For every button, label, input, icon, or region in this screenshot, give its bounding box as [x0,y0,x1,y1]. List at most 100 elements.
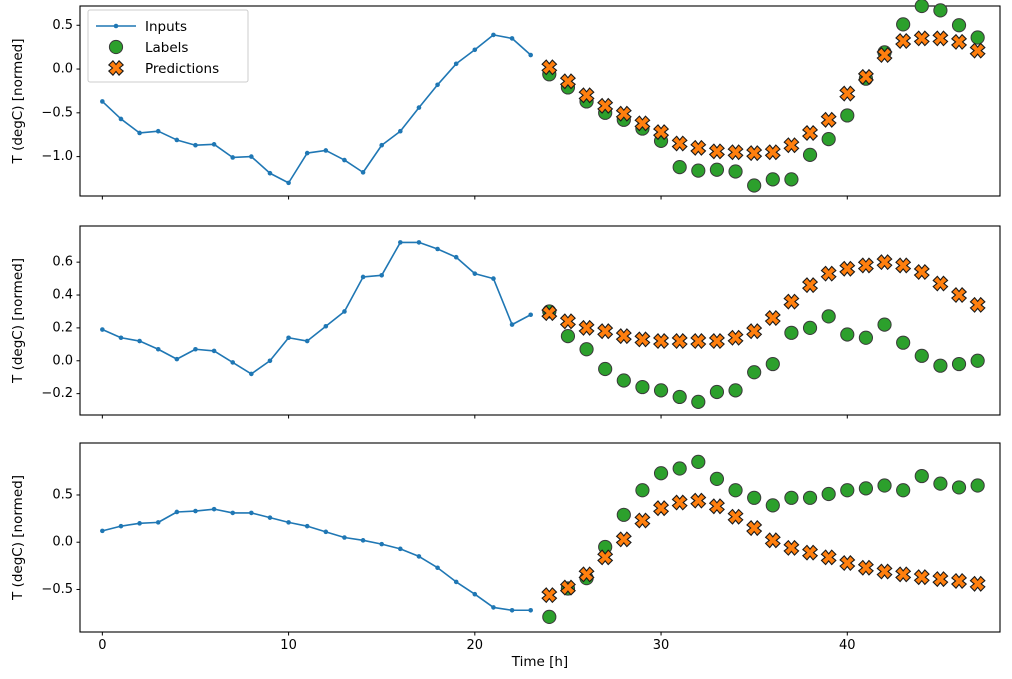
prediction-point [578,87,595,104]
inputs-point [249,154,254,159]
inputs-point [230,510,236,516]
prediction-point [615,328,632,345]
inputs-point [286,180,291,186]
inputs-point [342,535,347,540]
inputs-point [360,538,366,543]
prediction-point [727,329,744,346]
inputs-point [342,157,347,163]
inputs-point [472,47,478,53]
label-point [784,490,799,505]
inputs-point [435,82,440,88]
prediction-point [708,143,725,160]
panel-1-ytick-label-3: −1.0 [41,149,73,164]
prediction-point [690,492,707,509]
prediction-point [615,105,632,122]
prediction-point [653,333,670,350]
prediction-point [708,333,725,350]
label-point [802,490,818,505]
prediction-point [578,319,595,336]
prediction-point [559,579,576,596]
prediction-point [932,30,949,47]
label-point [672,160,687,175]
prediction-point [802,124,819,141]
prediction-point [746,323,763,340]
label-point [821,486,836,502]
prediction-point [671,494,688,511]
prediction-point [653,124,670,141]
inputs-point [193,142,198,148]
prediction-point [764,144,781,161]
label-point [840,483,855,498]
label-point [728,483,743,498]
inputs-point [509,322,515,327]
inputs-point [453,61,459,67]
inputs-point [398,240,403,245]
inputs-point [249,371,254,377]
label-point [542,609,557,624]
inputs-point [267,358,273,364]
label-point [970,478,985,493]
inputs-point [267,515,273,520]
label-point [914,0,929,14]
panel-3-xtick-label-0: 0 [98,638,106,653]
label-point [840,108,855,123]
prediction-point [690,333,707,350]
label-point [784,325,799,340]
label-point [728,383,743,398]
inputs-point [118,335,124,341]
label-point [933,3,948,18]
label-point [747,365,762,380]
inputs-point [416,240,422,245]
prediction-point [969,296,986,313]
panel-3-xtick-label-4: 40 [839,638,856,653]
inputs-point [453,579,459,585]
prediction-point [783,293,800,310]
prediction-point [746,145,763,162]
label-point [765,498,780,513]
inputs-point [118,116,124,122]
prediction-point [951,287,968,304]
inputs-point [379,541,385,547]
prediction-point [820,265,837,282]
prediction-point [820,549,837,566]
inputs-point [211,506,217,512]
prediction-point [727,508,744,525]
inputs-point [472,271,478,276]
inputs-line [101,508,532,612]
inputs-point [230,155,236,160]
label-point [802,147,818,162]
inputs-point [286,335,291,341]
panel-2-frame [79,225,1001,416]
panel-3-xtick-label-1: 10 [280,638,297,653]
inputs-point [211,142,217,147]
prediction-point [839,554,856,572]
prediction-point [839,260,856,277]
panel-2-ytick-label-4: −0.2 [41,386,73,401]
panel-2-series-predictions [541,254,986,350]
prediction-point [876,563,893,580]
legend-label-predictions: Predictions [145,61,219,77]
inputs-point [323,148,329,153]
inputs-point [491,605,496,610]
panel-3-ylabel: T (degC) [normed] [10,475,26,601]
label-point [747,490,762,505]
panel-2-series-inputs [100,240,533,377]
inputs-point [304,150,310,156]
prediction-point [578,566,595,583]
label-point [951,18,967,33]
inputs-point [193,508,198,514]
inputs-point [509,607,515,613]
panel-3-ytick-label-1: 0.0 [52,535,73,550]
inputs-point [472,591,478,597]
prediction-point [690,139,707,156]
label-point [616,507,631,522]
inputs-point [286,520,291,525]
panel-2-series-labels [542,304,985,409]
panel-1-ylabel: T (degC) [normed] [10,39,26,165]
prediction-point [671,333,688,350]
label-point [728,164,743,179]
label-point [672,389,687,405]
inputs-point [174,137,180,143]
inputs-point [100,99,105,104]
